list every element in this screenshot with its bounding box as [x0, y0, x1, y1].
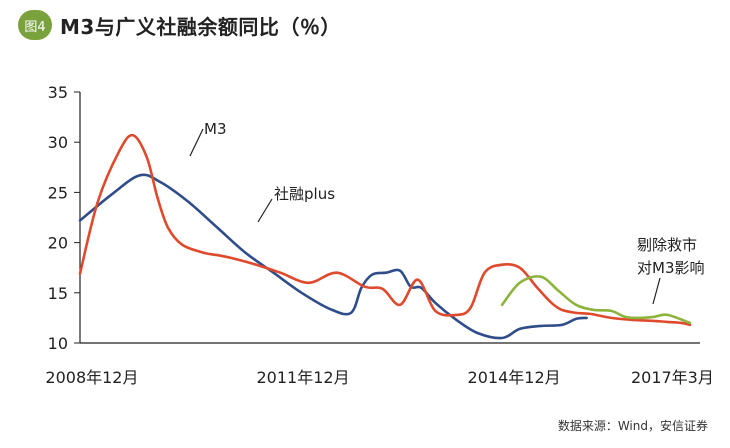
- y-tick-label: 10: [48, 334, 68, 353]
- chart-series: [78, 133, 692, 340]
- y-tick-label: 25: [48, 183, 68, 202]
- figure-badge: 图4: [18, 10, 52, 40]
- annotation-leader: [257, 198, 273, 223]
- x-tick-label: 2017年3月: [631, 368, 714, 387]
- chart-header: 图4 M3与广义社融余额同比（％）: [18, 8, 341, 42]
- chart-axes: 10 15 20 25 30 35 2008年12月 2011年12月 2014年12月 2017…: [45, 83, 713, 387]
- x-tick-label: 2011年12月: [256, 368, 349, 387]
- series-line-m3: [78, 133, 692, 327]
- chart-title: M3与广义社融余额同比（％）: [60, 14, 341, 39]
- series-line-adjusted: [500, 275, 692, 325]
- annotation-leader: [189, 128, 204, 157]
- annotation-label: M3: [204, 120, 227, 138]
- x-tick-label: 2008年12月: [45, 368, 138, 387]
- y-tick-label: 30: [48, 133, 68, 152]
- annotation-label: 剔除救市: [637, 236, 697, 254]
- series-line-social: [78, 173, 588, 340]
- x-tick-label: 2014年12月: [468, 368, 561, 387]
- annotation-label: 社融plus: [274, 185, 335, 203]
- y-tick-label: 15: [48, 284, 68, 303]
- annotation-leader: [652, 277, 661, 305]
- y-tick-label: 35: [48, 83, 68, 102]
- annotation-label: 对M3影响: [637, 259, 705, 277]
- data-source: 数据来源：Wind，安信证券: [557, 419, 708, 433]
- y-tick-label: 20: [48, 234, 68, 253]
